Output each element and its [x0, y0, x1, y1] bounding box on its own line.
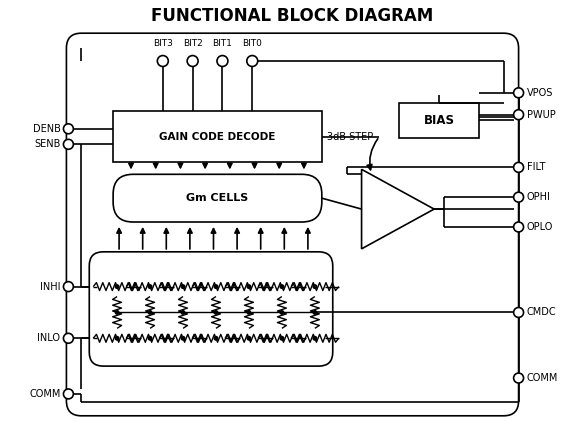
- Circle shape: [63, 124, 73, 134]
- Text: Gm CELLS: Gm CELLS: [187, 193, 249, 203]
- Text: COMM: COMM: [526, 373, 558, 383]
- Circle shape: [181, 336, 185, 341]
- Circle shape: [246, 336, 252, 341]
- Text: VPOS: VPOS: [526, 88, 553, 98]
- Text: DENB: DENB: [33, 124, 60, 134]
- Circle shape: [115, 336, 119, 341]
- Circle shape: [63, 333, 73, 343]
- Circle shape: [63, 282, 73, 291]
- Bar: [400, 103, 479, 138]
- FancyBboxPatch shape: [90, 252, 333, 366]
- Circle shape: [157, 55, 168, 67]
- Circle shape: [280, 336, 284, 341]
- Circle shape: [280, 284, 284, 289]
- Text: COMM: COMM: [29, 389, 60, 399]
- Circle shape: [187, 55, 198, 67]
- Circle shape: [312, 310, 317, 315]
- Bar: [113, 111, 322, 162]
- FancyBboxPatch shape: [113, 174, 322, 222]
- Circle shape: [63, 139, 73, 149]
- Circle shape: [514, 88, 524, 98]
- Circle shape: [514, 308, 524, 317]
- Circle shape: [514, 373, 524, 383]
- Text: BIT0: BIT0: [242, 39, 262, 48]
- Circle shape: [247, 55, 258, 67]
- Circle shape: [312, 284, 317, 289]
- Text: CMDC: CMDC: [526, 308, 556, 317]
- Text: BIT3: BIT3: [153, 39, 173, 48]
- Circle shape: [217, 55, 228, 67]
- Circle shape: [181, 310, 185, 315]
- Circle shape: [147, 336, 153, 341]
- Circle shape: [514, 222, 524, 232]
- Circle shape: [312, 336, 317, 341]
- Circle shape: [280, 310, 284, 315]
- Text: INLO: INLO: [37, 333, 60, 343]
- Polygon shape: [362, 169, 434, 249]
- Text: SENB: SENB: [34, 139, 60, 149]
- Circle shape: [181, 284, 185, 289]
- Circle shape: [514, 110, 524, 120]
- Text: INHI: INHI: [40, 282, 60, 291]
- Circle shape: [115, 310, 119, 315]
- Circle shape: [214, 284, 218, 289]
- Circle shape: [514, 192, 524, 202]
- Circle shape: [63, 389, 73, 399]
- Circle shape: [246, 284, 252, 289]
- Circle shape: [115, 284, 119, 289]
- Circle shape: [214, 336, 218, 341]
- Text: FUNCTIONAL BLOCK DIAGRAM: FUNCTIONAL BLOCK DIAGRAM: [152, 7, 433, 25]
- FancyArrowPatch shape: [367, 139, 378, 170]
- Text: BIAS: BIAS: [424, 114, 455, 127]
- Text: GAIN CODE DECODE: GAIN CODE DECODE: [159, 131, 276, 142]
- Text: BIT2: BIT2: [183, 39, 202, 48]
- Circle shape: [514, 162, 524, 173]
- Text: BIT1: BIT1: [212, 39, 232, 48]
- Circle shape: [147, 310, 153, 315]
- Text: FILT: FILT: [526, 162, 545, 173]
- Text: PWUP: PWUP: [526, 110, 555, 120]
- FancyBboxPatch shape: [67, 33, 518, 416]
- Circle shape: [246, 310, 252, 315]
- Text: OPHI: OPHI: [526, 192, 550, 202]
- Circle shape: [147, 284, 153, 289]
- Circle shape: [214, 310, 218, 315]
- Text: OPLO: OPLO: [526, 222, 553, 232]
- Text: 3dB STEP: 3dB STEP: [327, 131, 373, 142]
